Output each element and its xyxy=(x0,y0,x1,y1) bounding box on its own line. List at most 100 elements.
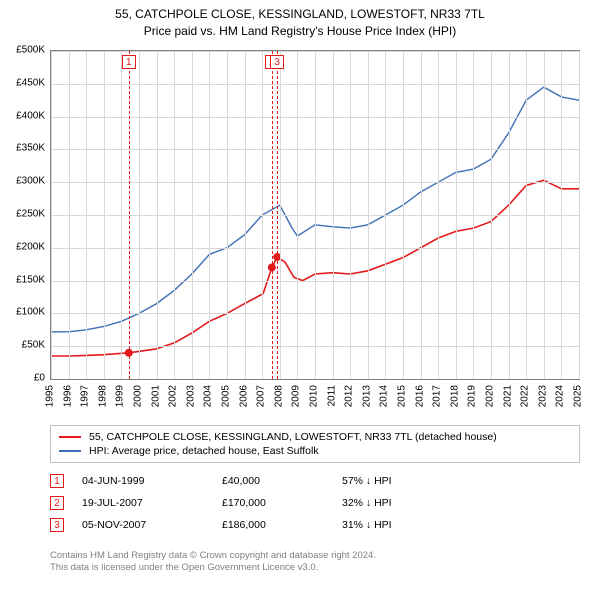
event-number-box: 3 xyxy=(50,518,64,532)
event-price: £186,000 xyxy=(222,519,342,531)
grid-line xyxy=(473,51,474,379)
x-tick-label: 2006 xyxy=(238,385,249,407)
footer-line-1: Contains HM Land Registry data © Crown c… xyxy=(50,550,580,562)
x-tick-label: 1999 xyxy=(115,385,126,407)
legend-swatch xyxy=(59,436,81,438)
event-row: 2 19-JUL-2007£170,00032% ↓ HPI xyxy=(50,492,580,514)
event-date: 04-JUN-1999 xyxy=(82,475,222,487)
grid-line xyxy=(403,51,404,379)
grid-line xyxy=(245,51,246,379)
grid-line xyxy=(350,51,351,379)
event-number-box: 1 xyxy=(50,474,64,488)
footer: Contains HM Land Registry data © Crown c… xyxy=(50,550,580,575)
grid-line xyxy=(561,51,562,379)
x-tick-label: 2002 xyxy=(168,385,179,407)
x-tick-label: 2014 xyxy=(379,385,390,407)
x-tick-label: 2019 xyxy=(467,385,478,407)
x-tick-label: 2013 xyxy=(361,385,372,407)
grid-line xyxy=(69,51,70,379)
title-block: 55, CATCHPOLE CLOSE, KESSINGLAND, LOWEST… xyxy=(0,0,600,40)
x-tick-label: 2017 xyxy=(432,385,443,407)
x-tick-label: 2021 xyxy=(502,385,513,407)
y-tick-label: £0 xyxy=(5,373,45,384)
grid-line xyxy=(51,51,52,379)
grid-line xyxy=(280,51,281,379)
title-line-2: Price paid vs. HM Land Registry's House … xyxy=(0,23,600,40)
grid-line xyxy=(368,51,369,379)
event-marker-box: 3 xyxy=(270,55,284,69)
y-tick-label: £50K xyxy=(5,340,45,351)
grid-line xyxy=(104,51,105,379)
legend-label: HPI: Average price, detached house, East… xyxy=(89,445,319,457)
event-delta: 32% ↓ HPI xyxy=(342,497,392,509)
x-tick-label: 2011 xyxy=(326,385,337,407)
x-tick-label: 2008 xyxy=(273,385,284,407)
x-tick-label: 2009 xyxy=(291,385,302,407)
y-tick-label: £100K xyxy=(5,307,45,318)
legend: 55, CATCHPOLE CLOSE, KESSINGLAND, LOWEST… xyxy=(50,425,580,463)
x-tick-label: 1998 xyxy=(97,385,108,407)
x-tick-label: 2010 xyxy=(309,385,320,407)
legend-item: HPI: Average price, detached house, East… xyxy=(59,444,571,458)
y-tick-label: £250K xyxy=(5,209,45,220)
event-vline xyxy=(277,51,278,379)
grid-line xyxy=(509,51,510,379)
grid-line xyxy=(491,51,492,379)
y-tick-label: £450K xyxy=(5,77,45,88)
grid-line xyxy=(421,51,422,379)
x-tick-label: 2003 xyxy=(185,385,196,407)
legend-swatch xyxy=(59,450,81,452)
event-date: 19-JUL-2007 xyxy=(82,497,222,509)
title-line-1: 55, CATCHPOLE CLOSE, KESSINGLAND, LOWEST… xyxy=(0,6,600,23)
x-tick-label: 1995 xyxy=(45,385,56,407)
grid-line xyxy=(209,51,210,379)
y-tick-label: £350K xyxy=(5,143,45,154)
grid-line xyxy=(139,51,140,379)
event-delta: 57% ↓ HPI xyxy=(342,475,392,487)
x-tick-label: 2000 xyxy=(133,385,144,407)
grid-line xyxy=(438,51,439,379)
event-marker-box: 1 xyxy=(122,55,136,69)
event-price: £40,000 xyxy=(222,475,342,487)
x-tick-label: 2016 xyxy=(414,385,425,407)
event-row: 1 04-JUN-1999£40,00057% ↓ HPI xyxy=(50,470,580,492)
x-tick-label: 1997 xyxy=(80,385,91,407)
grid-line xyxy=(227,51,228,379)
grid-line xyxy=(315,51,316,379)
grid-line xyxy=(333,51,334,379)
x-tick-label: 2024 xyxy=(555,385,566,407)
grid-line xyxy=(456,51,457,379)
grid-line xyxy=(174,51,175,379)
x-tick-label: 2020 xyxy=(485,385,496,407)
grid-line xyxy=(297,51,298,379)
y-tick-label: £150K xyxy=(5,274,45,285)
grid-line xyxy=(579,51,580,379)
event-date: 05-NOV-2007 xyxy=(82,519,222,531)
chart-plot-area: 123 xyxy=(50,50,580,380)
event-delta: 31% ↓ HPI xyxy=(342,519,392,531)
grid-line xyxy=(192,51,193,379)
y-tick-label: £300K xyxy=(5,176,45,187)
x-tick-label: 1996 xyxy=(62,385,73,407)
x-tick-label: 2015 xyxy=(397,385,408,407)
event-number-box: 2 xyxy=(50,496,64,510)
legend-label: 55, CATCHPOLE CLOSE, KESSINGLAND, LOWEST… xyxy=(89,431,497,443)
footer-line-2: This data is licensed under the Open Gov… xyxy=(50,562,580,574)
events-table: 1 04-JUN-1999£40,00057% ↓ HPI 2 19-JUL-2007… xyxy=(50,470,580,536)
legend-item: 55, CATCHPOLE CLOSE, KESSINGLAND, LOWEST… xyxy=(59,430,571,444)
x-tick-label: 2001 xyxy=(150,385,161,407)
grid-line xyxy=(86,51,87,379)
x-tick-label: 2004 xyxy=(203,385,214,407)
x-tick-label: 2005 xyxy=(221,385,232,407)
grid-line xyxy=(262,51,263,379)
event-vline xyxy=(272,51,273,379)
x-tick-label: 2007 xyxy=(256,385,267,407)
grid-line xyxy=(385,51,386,379)
event-price: £170,000 xyxy=(222,497,342,509)
event-vline xyxy=(129,51,130,379)
grid-line xyxy=(157,51,158,379)
x-tick-label: 2023 xyxy=(537,385,548,407)
grid-line xyxy=(121,51,122,379)
y-tick-label: £200K xyxy=(5,241,45,252)
chart-container: 55, CATCHPOLE CLOSE, KESSINGLAND, LOWEST… xyxy=(0,0,600,590)
